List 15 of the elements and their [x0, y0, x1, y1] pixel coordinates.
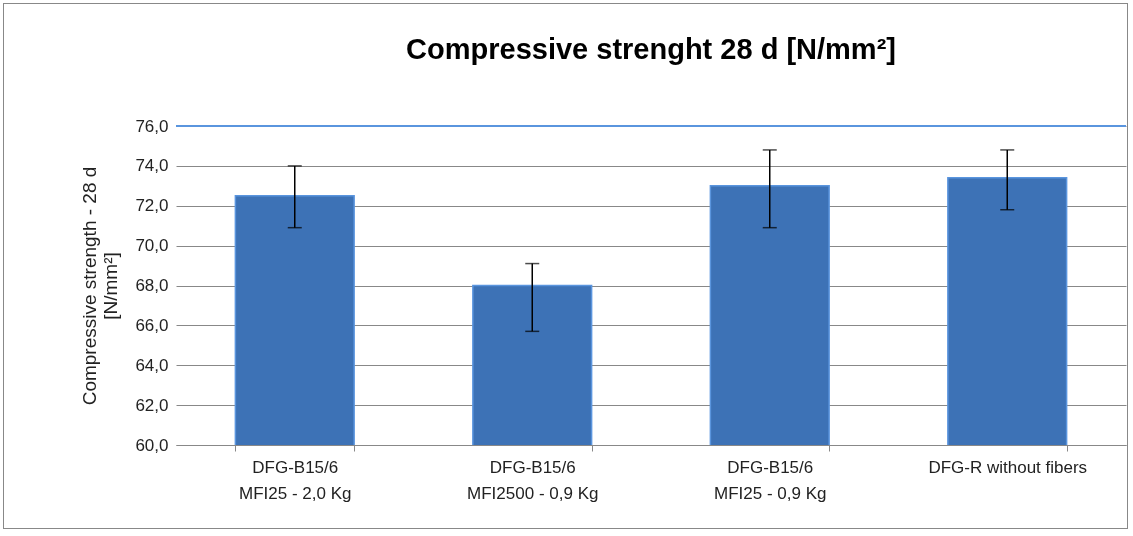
x-tick-label: DFG-B15/6 MFI2500 - 0,9 Kg — [467, 457, 599, 503]
y-tick-label: 62,0 — [135, 395, 169, 415]
y-tick-label: 70,0 — [135, 236, 169, 256]
y-axis-title: Compressive strength - 28 d [N/mm²] — [79, 166, 122, 406]
y-tick-label: 60,0 — [135, 435, 169, 455]
x-tick-label: DFG-R without fibers — [928, 457, 1088, 477]
x-tick-label: DFG-B15/6 MFI25 - 2,0 Kg — [239, 457, 352, 503]
y-tick-label: 66,0 — [135, 315, 169, 335]
chart-title: Compressive strenght 28 d [N/mm²] — [406, 33, 896, 65]
y-tick-label: 76,0 — [135, 116, 169, 136]
y-tick-label: 64,0 — [135, 355, 169, 375]
y-tick-label: 74,0 — [135, 156, 169, 176]
x-tick-label: DFG-B15/6 MFI25 - 0,9 Kg — [714, 457, 827, 503]
y-tick-label: 72,0 — [135, 196, 169, 216]
y-tick-label: 68,0 — [135, 276, 169, 295]
